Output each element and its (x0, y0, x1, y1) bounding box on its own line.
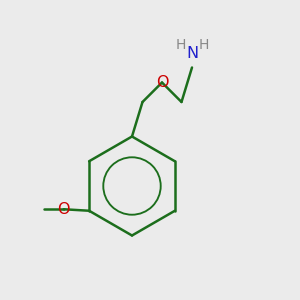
Text: H: H (198, 38, 208, 52)
Text: O: O (156, 75, 168, 90)
Text: H: H (176, 38, 186, 52)
Text: O: O (57, 202, 70, 217)
Text: N: N (186, 46, 198, 61)
